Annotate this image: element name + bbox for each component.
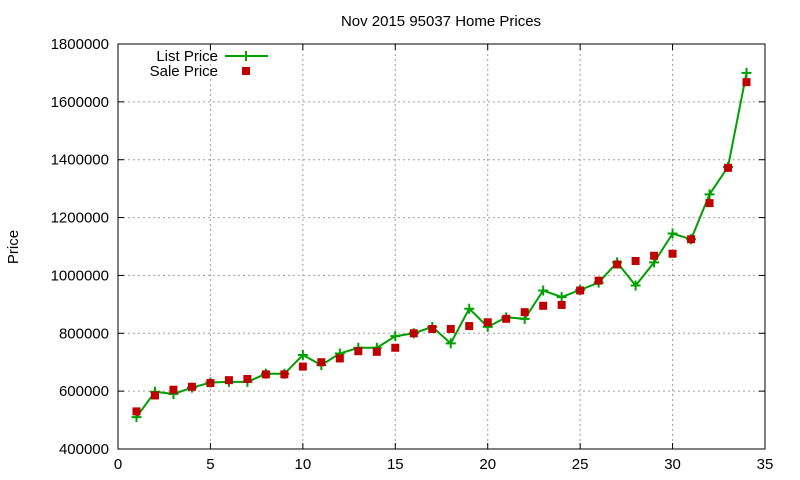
sale-price-point (520, 308, 529, 317)
sale-price-point (354, 347, 363, 356)
plot-area (131, 67, 752, 423)
sale-price-point (428, 324, 437, 333)
list-price-point (704, 189, 715, 200)
sale-price-point (317, 358, 326, 367)
list-price-point (464, 303, 475, 314)
y-tick-label: 1800000 (51, 36, 109, 53)
sale-price-point (446, 324, 455, 333)
sale-price-point (372, 347, 381, 356)
list-price-point (297, 349, 308, 360)
legend-marker-list-price (241, 51, 251, 61)
sale-price-point (206, 379, 215, 388)
sale-price-point (650, 251, 659, 260)
sale-price-point (243, 374, 252, 383)
axes: 0 5 10 15 20 25 30 35 400000 600000 800000 1000000 1… (51, 36, 774, 473)
y-tick-label: 600000 (59, 383, 109, 400)
sale-price-point (576, 286, 585, 295)
sale-price-point (724, 163, 733, 172)
x-tick-label: 5 (206, 456, 214, 473)
list-price-point (556, 292, 567, 303)
x-tick-label: 15 (387, 456, 404, 473)
sale-price-point (631, 256, 640, 265)
x-tick-label: 30 (664, 456, 681, 473)
sale-price-point (705, 199, 714, 208)
chart-title: Nov 2015 95037 Home Prices (341, 13, 541, 30)
x-tick-label: 0 (114, 456, 122, 473)
sale-price-point (594, 276, 603, 285)
sale-price-point (742, 78, 751, 87)
sale-price-point (169, 385, 178, 394)
y-tick-label: 400000 (59, 441, 109, 458)
sale-price-point (391, 343, 400, 352)
sale-price-point (539, 301, 548, 310)
sale-price-point (150, 391, 159, 400)
list-price-point (538, 285, 549, 296)
sale-price-point (613, 260, 622, 269)
sale-price-point (409, 329, 418, 338)
list-price-point (630, 280, 641, 291)
list-price-point (667, 228, 678, 239)
y-axis-label: Price (5, 230, 22, 264)
y-tick-label: 1600000 (51, 94, 109, 111)
y-tick-label: 800000 (59, 325, 109, 342)
sale-price-point (132, 407, 141, 416)
sale-price-point (224, 376, 233, 385)
list-price-point (445, 338, 456, 349)
y-tick-label: 1200000 (51, 210, 109, 227)
x-tick-label: 35 (757, 456, 774, 473)
sale-price-point (335, 354, 344, 363)
sale-price-point (280, 370, 289, 379)
x-tick-label: 25 (572, 456, 589, 473)
sale-price-point (261, 370, 270, 379)
x-tick-label: 20 (479, 456, 496, 473)
sale-price-point (298, 362, 307, 371)
sale-price-point (465, 322, 474, 331)
y-tick-label: 1000000 (51, 267, 109, 284)
list-price-point (390, 331, 401, 342)
grid (118, 44, 765, 449)
sale-price-point (557, 300, 566, 309)
plot-frame (117, 43, 766, 450)
legend-label-sale-price: Sale Price (150, 63, 218, 80)
sale-price-point (483, 318, 492, 327)
list-price-line (135, 72, 748, 418)
y-tick-label: 1400000 (51, 152, 109, 169)
legend-label-list-price: List Price (156, 48, 218, 65)
list-price-point (741, 67, 752, 78)
legend-marker-sale-price (242, 67, 250, 75)
sale-price-point (187, 382, 196, 391)
sale-price-point (687, 235, 696, 244)
x-tick-label: 10 (295, 456, 312, 473)
sale-price-point (668, 249, 677, 258)
sale-price-point (502, 314, 511, 323)
